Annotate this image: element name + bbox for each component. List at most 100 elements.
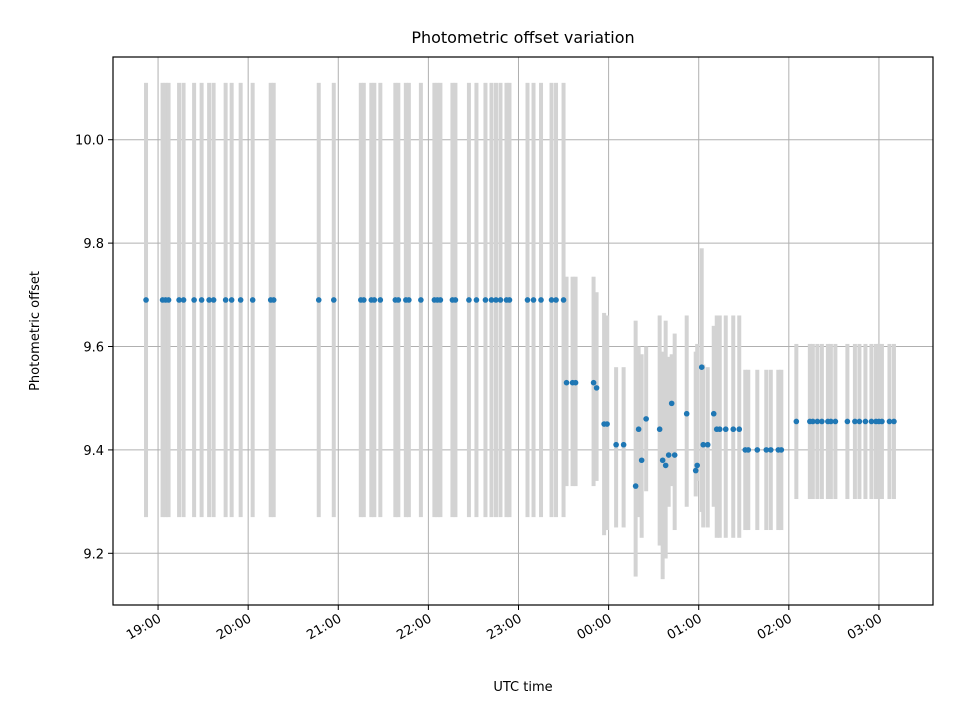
data-point — [852, 418, 858, 425]
data-point — [180, 297, 187, 303]
data-point — [632, 483, 639, 489]
data-point — [506, 297, 513, 303]
data-point — [466, 297, 472, 303]
error-bar — [633, 320, 638, 577]
data-point — [548, 297, 555, 303]
data-point — [524, 297, 531, 303]
x-axis-label: UTC time — [493, 680, 552, 695]
data-point — [643, 416, 649, 422]
data-point — [683, 410, 690, 417]
error-bar — [660, 351, 665, 580]
data-point — [315, 297, 322, 303]
data-point — [704, 441, 711, 448]
data-point — [198, 297, 205, 303]
data-point — [814, 418, 821, 425]
data-point — [538, 297, 544, 303]
x-tick-label: 03:00 — [845, 611, 885, 643]
data-point — [662, 462, 669, 469]
data-point — [530, 297, 537, 303]
data-point — [668, 400, 675, 407]
data-point — [810, 418, 816, 425]
x-tick-label: 02:00 — [755, 611, 795, 643]
x-tick-label: 01:00 — [665, 611, 705, 643]
data-point — [473, 297, 480, 303]
data-point — [793, 418, 800, 425]
data-point — [176, 297, 182, 303]
data-point — [716, 426, 723, 433]
y-tick-label: 9.4 — [83, 444, 104, 459]
data-point — [222, 297, 229, 303]
data-point — [819, 418, 825, 425]
grid-layer — [113, 57, 933, 605]
data-point — [886, 418, 893, 425]
data-point — [143, 297, 149, 303]
error-bar — [666, 356, 671, 507]
data-point — [832, 418, 839, 425]
data-point — [371, 297, 378, 303]
data-point — [856, 418, 863, 425]
data-point — [361, 297, 367, 303]
error-bar — [663, 320, 668, 559]
y-tick-label: 10.0 — [75, 134, 104, 149]
error-bar — [639, 354, 644, 538]
data-point — [488, 297, 495, 303]
data-point — [604, 421, 610, 427]
data-point — [437, 297, 444, 303]
data-point — [635, 426, 642, 433]
chart-title: Photometric offset variation — [411, 28, 634, 47]
x-tick-label: 20:00 — [214, 611, 254, 643]
x-tick-label: 21:00 — [304, 611, 344, 643]
data-point — [656, 426, 663, 433]
x-tick-label: 19:00 — [124, 611, 164, 643]
data-point — [700, 441, 707, 448]
data-point — [736, 426, 743, 433]
x-tick-label: 00:00 — [575, 611, 615, 643]
data-point — [659, 457, 666, 464]
data-point — [493, 297, 499, 303]
data-point — [665, 452, 672, 458]
data-point — [730, 426, 737, 433]
data-point — [768, 447, 774, 453]
error-bar — [669, 354, 674, 487]
data-point — [868, 418, 875, 425]
error-bar — [672, 333, 677, 531]
data-point — [778, 447, 785, 453]
x-tick-label: 22:00 — [394, 611, 434, 643]
data-point — [891, 418, 897, 425]
data-point — [620, 441, 627, 448]
data-point — [710, 410, 717, 417]
data-point — [698, 364, 705, 370]
data-point — [862, 418, 869, 425]
data-point — [237, 297, 244, 303]
x-tick-label: 23:00 — [485, 611, 525, 643]
data-point — [754, 447, 761, 453]
data-point — [844, 418, 851, 425]
data-point — [745, 447, 752, 453]
data-point — [377, 297, 384, 303]
data-point — [763, 447, 770, 453]
y-tick-label: 9.8 — [83, 237, 104, 252]
y-axis-ticks: 9.2 9.4 9.6 9.8 10.0 — [75, 134, 113, 562]
data-point — [613, 441, 619, 448]
data-point — [572, 379, 579, 386]
error-bars — [144, 82, 896, 580]
data-point — [228, 297, 235, 303]
data-point — [406, 297, 412, 303]
data-point — [395, 297, 402, 303]
data-point — [191, 297, 197, 303]
y-axis-label: Photometric offset — [28, 271, 43, 391]
data-point — [553, 297, 559, 303]
data-point — [694, 462, 701, 469]
data-point — [560, 297, 567, 303]
data-point — [270, 297, 277, 303]
error-bar — [695, 343, 700, 481]
data-point — [828, 418, 834, 425]
y-tick-label: 9.6 — [83, 341, 104, 356]
data-point — [210, 297, 217, 303]
data-point — [671, 452, 678, 458]
data-point — [692, 467, 699, 474]
data-point — [879, 418, 885, 425]
data-point — [593, 385, 600, 391]
plot-frame — [112, 56, 934, 606]
